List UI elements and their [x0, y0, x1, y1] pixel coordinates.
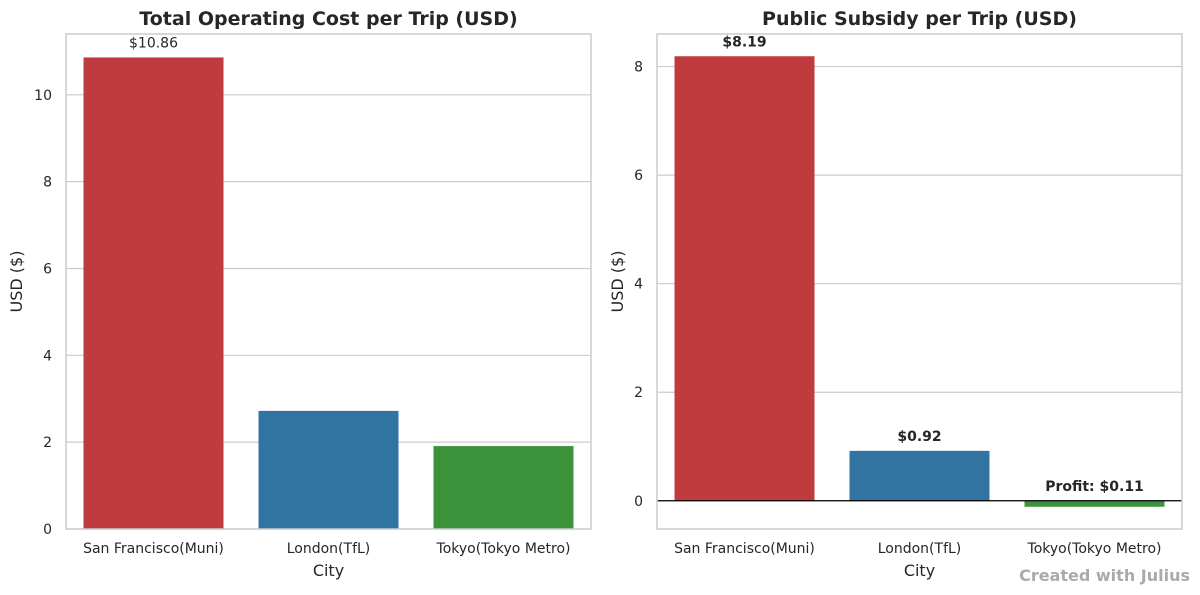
- y-tick-label: 8: [43, 175, 52, 191]
- bar-1: [674, 56, 815, 501]
- bar-3: [1024, 500, 1165, 507]
- chart-title: Public Subsidy per Trip (USD): [762, 8, 1077, 30]
- y-tick-label: 6: [634, 168, 643, 184]
- bar-3: [433, 446, 574, 529]
- watermark: Created with Julius: [1019, 566, 1190, 585]
- y-tick-label: 10: [34, 88, 52, 104]
- x-tick-label: Tokyo(Tokyo Metro): [1027, 541, 1162, 557]
- plot-frame: [65, 33, 592, 530]
- y-tick-label: 8: [634, 60, 643, 76]
- y-axis-label: USD ($): [608, 251, 627, 313]
- y-tick-label: 0: [634, 494, 643, 510]
- y-tick-label: 2: [634, 385, 643, 401]
- x-axis-label: City: [313, 561, 344, 580]
- bar-2: [849, 450, 990, 501]
- y-axis-label: USD ($): [7, 251, 26, 313]
- x-tick-label: London(TfL): [878, 541, 962, 557]
- x-tick-label: London(TfL): [287, 541, 371, 557]
- x-tick-label: San Francisco(Muni): [674, 541, 815, 557]
- y-tick-label: 6: [43, 261, 52, 277]
- y-tick-label: 2: [43, 435, 52, 451]
- bar-1: [83, 57, 224, 530]
- data-label: $0.92: [897, 429, 941, 445]
- y-tick-label: 4: [43, 348, 52, 364]
- y-tick-label: 0: [43, 522, 52, 538]
- data-label: $8.19: [722, 34, 766, 50]
- y-tick-label: 4: [634, 277, 643, 293]
- data-label: $10.86: [129, 35, 178, 51]
- chart-title: Total Operating Cost per Trip (USD): [139, 8, 517, 30]
- bar-2: [258, 410, 399, 529]
- chart-2: 0 2 4 6 8 San Francisco(Muni) $8.19 London(TfL)…: [608, 8, 1183, 580]
- plot-frame: [656, 33, 1183, 530]
- x-tick-label: San Francisco(Muni): [83, 541, 224, 557]
- x-tick-label: Tokyo(Tokyo Metro): [436, 541, 571, 557]
- data-label: Profit: $0.11: [1045, 479, 1144, 495]
- chart-1: 0 2 4 6 8 10 San Francisco(Muni) $10.86 London(T…: [7, 8, 592, 580]
- x-axis-label: City: [904, 561, 935, 580]
